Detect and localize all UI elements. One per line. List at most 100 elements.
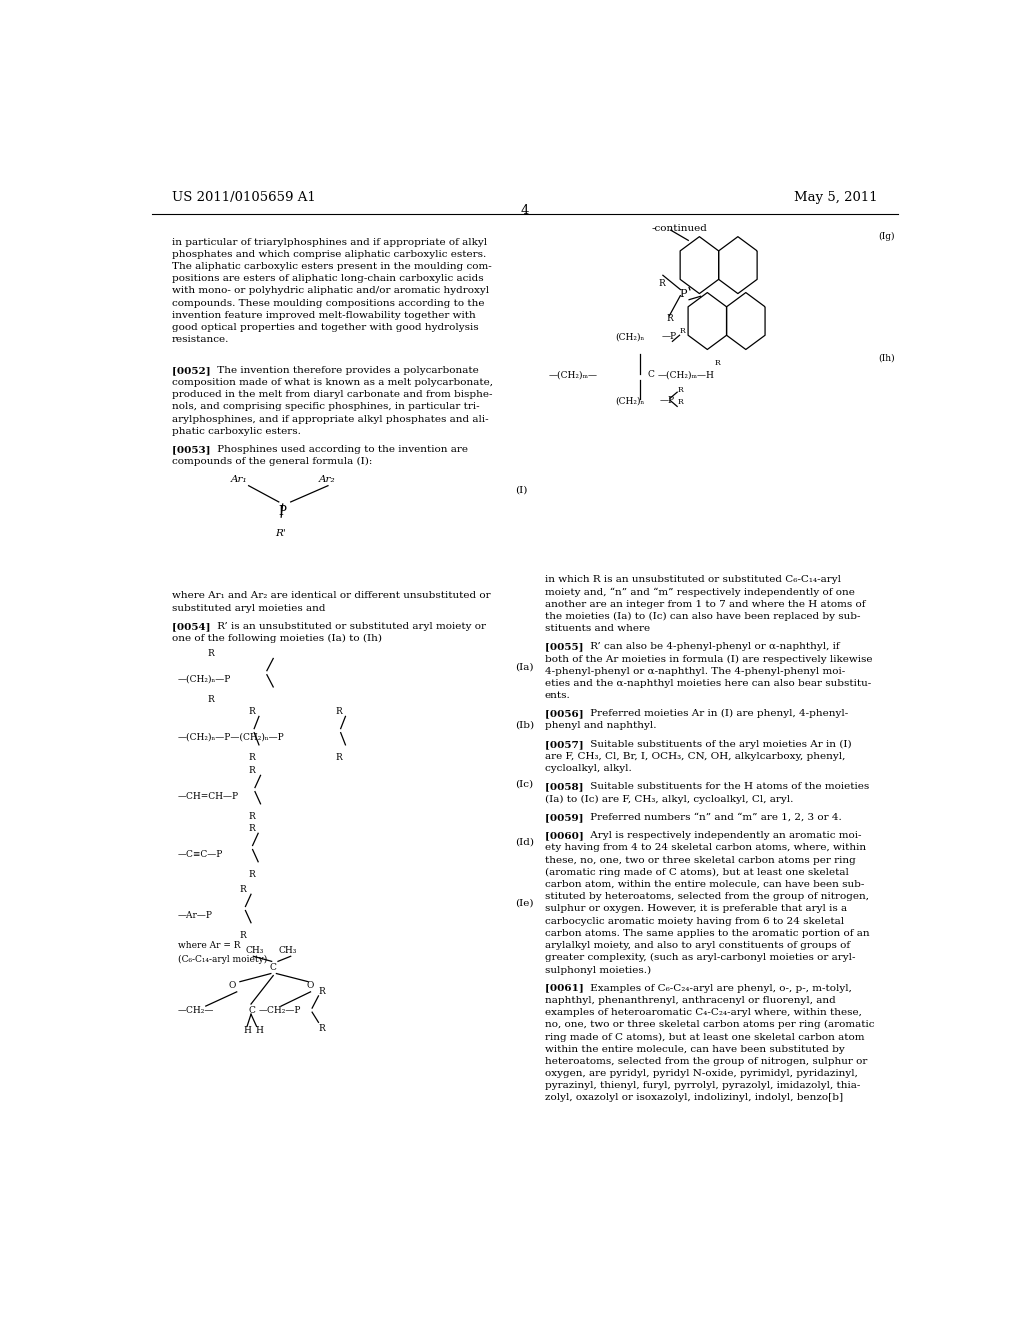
- Text: Aryl is respectively independently an aromatic moi-: Aryl is respectively independently an ar…: [587, 832, 861, 841]
- Text: (Ib): (Ib): [515, 721, 535, 730]
- Text: good optical properties and together with good hydrolysis: good optical properties and together wit…: [172, 323, 478, 333]
- Text: R: R: [249, 752, 255, 762]
- Text: C: C: [648, 371, 654, 379]
- Text: R: R: [249, 708, 255, 717]
- Text: R: R: [240, 886, 246, 894]
- Text: eties and the α-naphthyl moieties here can also bear substitu-: eties and the α-naphthyl moieties here c…: [545, 678, 870, 688]
- Text: one of the following moieties (Ia) to (Ih): one of the following moieties (Ia) to (I…: [172, 634, 382, 643]
- Text: no, one, two or three skeletal carbon atoms per ring (aromatic: no, one, two or three skeletal carbon at…: [545, 1020, 874, 1030]
- Text: [0060]: [0060]: [545, 832, 587, 841]
- Text: in which R is an unsubstituted or substituted C₆-C₁₄-aryl: in which R is an unsubstituted or substi…: [545, 576, 841, 585]
- Text: [0055]: [0055]: [545, 643, 587, 651]
- Text: 4: 4: [520, 205, 529, 216]
- Text: composition made of what is known as a melt polycarbonate,: composition made of what is known as a m…: [172, 378, 493, 387]
- Text: invention feature improved melt-flowability together with: invention feature improved melt-flowabil…: [172, 312, 475, 319]
- Text: within the entire molecule, can have been substituted by: within the entire molecule, can have bee…: [545, 1044, 845, 1053]
- Text: [0059]: [0059]: [545, 813, 587, 822]
- Text: US 2011/0105659 A1: US 2011/0105659 A1: [172, 191, 315, 203]
- Text: [0053]: [0053]: [172, 445, 214, 454]
- Text: C: C: [249, 1006, 256, 1015]
- Text: (Id): (Id): [515, 837, 535, 846]
- Text: [0057]: [0057]: [545, 739, 587, 748]
- Text: —CH=CH—P: —CH=CH—P: [178, 792, 240, 801]
- Text: positions are esters of aliphatic long-chain carboxylic acids: positions are esters of aliphatic long-c…: [172, 275, 483, 284]
- Text: The invention therefore provides a polycarbonate: The invention therefore provides a polyc…: [214, 366, 478, 375]
- Text: Preferred numbers “n” and “m” are 1, 2, 3 or 4.: Preferred numbers “n” and “m” are 1, 2, …: [587, 813, 842, 822]
- Text: —(CH₂)ₘ—: —(CH₂)ₘ—: [549, 371, 598, 379]
- Text: compounds of the general formula (I):: compounds of the general formula (I):: [172, 457, 372, 466]
- Text: R: R: [249, 812, 255, 821]
- Text: phatic carboxylic esters.: phatic carboxylic esters.: [172, 426, 300, 436]
- Text: R: R: [715, 359, 720, 367]
- Text: —P: —P: [663, 333, 677, 342]
- Text: R’ can also be 4-phenyl-phenyl or α-naphthyl, if: R’ can also be 4-phenyl-phenyl or α-naph…: [587, 643, 840, 651]
- Text: (CH₂)ₙ: (CH₂)ₙ: [615, 396, 644, 405]
- Text: [0056]: [0056]: [545, 709, 587, 718]
- Text: [0052]: [0052]: [172, 366, 214, 375]
- Text: R: R: [680, 327, 685, 335]
- Text: stituted by heteroatoms, selected from the group of nitrogen,: stituted by heteroatoms, selected from t…: [545, 892, 868, 902]
- Text: phenyl and naphthyl.: phenyl and naphthyl.: [545, 722, 656, 730]
- Text: H: H: [244, 1027, 252, 1035]
- Text: carbon atom, within the entire molecule, can have been sub-: carbon atom, within the entire molecule,…: [545, 880, 864, 890]
- Text: [0061]: [0061]: [545, 983, 587, 993]
- Text: —(CH₂)ₙ—P: —(CH₂)ₙ—P: [178, 675, 231, 684]
- Text: R: R: [677, 399, 683, 407]
- Text: the moieties (Ia) to (Ic) can also have been replaced by sub-: the moieties (Ia) to (Ic) can also have …: [545, 611, 860, 620]
- Text: in particular of triarylphosphines and if appropriate of alkyl: in particular of triarylphosphines and i…: [172, 238, 486, 247]
- Text: cycloalkyl, alkyl.: cycloalkyl, alkyl.: [545, 764, 632, 774]
- Text: R: R: [666, 314, 673, 323]
- Text: (C₆-C₁₄-aryl moiety): (C₆-C₁₄-aryl moiety): [178, 956, 267, 965]
- Text: carbon atoms. The same applies to the aromatic portion of an: carbon atoms. The same applies to the ar…: [545, 929, 869, 937]
- Text: another are an integer from 1 to 7 and where the H atoms of: another are an integer from 1 to 7 and w…: [545, 599, 865, 609]
- Text: naphthyl, phenanthrenyl, anthracenyl or fluorenyl, and: naphthyl, phenanthrenyl, anthracenyl or …: [545, 995, 836, 1005]
- Text: are F, CH₃, Cl, Br, I, OCH₃, CN, OH, alkylcarboxy, phenyl,: are F, CH₃, Cl, Br, I, OCH₃, CN, OH, alk…: [545, 752, 845, 760]
- Text: sulphonyl moieties.): sulphonyl moieties.): [545, 965, 651, 974]
- Text: pyrazinyl, thienyl, furyl, pyrrolyl, pyrazolyl, imidazolyl, thia-: pyrazinyl, thienyl, furyl, pyrrolyl, pyr…: [545, 1081, 860, 1090]
- Text: (Ig): (Ig): [878, 231, 894, 240]
- Text: —(CH₂)ₙ—P—(CH₂)ₙ—P: —(CH₂)ₙ—P—(CH₂)ₙ—P: [178, 733, 285, 742]
- Text: examples of heteroaromatic C₄-C₂₄-aryl where, within these,: examples of heteroaromatic C₄-C₂₄-aryl w…: [545, 1008, 861, 1018]
- Text: R: R: [249, 870, 255, 879]
- Text: —Ar—P: —Ar—P: [178, 911, 213, 920]
- Text: oxygen, are pyridyl, pyridyl N-oxide, pyrimidyl, pyridazinyl,: oxygen, are pyridyl, pyridyl N-oxide, py…: [545, 1069, 857, 1078]
- Text: where Ar = R: where Ar = R: [178, 941, 241, 950]
- Text: R: R: [318, 1024, 326, 1034]
- Text: —(CH₂)ₘ—H: —(CH₂)ₘ—H: [657, 371, 714, 379]
- Text: The aliphatic carboxylic esters present in the moulding com-: The aliphatic carboxylic esters present …: [172, 263, 492, 271]
- Text: P: P: [279, 506, 287, 517]
- Text: —C≡C—P: —C≡C—P: [178, 850, 223, 858]
- Text: both of the Ar moieties in formula (I) are respectively likewise: both of the Ar moieties in formula (I) a…: [545, 655, 872, 664]
- Text: R: R: [240, 931, 246, 940]
- Text: heteroatoms, selected from the group of nitrogen, sulphur or: heteroatoms, selected from the group of …: [545, 1057, 867, 1065]
- Text: R: R: [336, 752, 343, 762]
- Text: where Ar₁ and Ar₂ are identical or different unsubstituted or: where Ar₁ and Ar₂ are identical or diffe…: [172, 591, 490, 601]
- Text: R: R: [336, 708, 343, 717]
- Text: 4-phenyl-phenyl or α-naphthyl. The 4-phenyl-phenyl moi-: 4-phenyl-phenyl or α-naphthyl. The 4-phe…: [545, 667, 845, 676]
- Text: R': R': [274, 529, 286, 539]
- Text: —P: —P: [659, 396, 675, 405]
- Text: R: R: [207, 649, 214, 659]
- Text: (I): (I): [515, 486, 527, 495]
- Text: R: R: [249, 824, 255, 833]
- Text: P: P: [680, 289, 687, 298]
- Text: (Ic): (Ic): [515, 779, 534, 788]
- Text: zolyl, oxazolyl or isoxazolyl, indolizinyl, indolyl, benzo[b]: zolyl, oxazolyl or isoxazolyl, indolizin…: [545, 1093, 843, 1102]
- Text: R’ is an unsubstituted or substituted aryl moiety or: R’ is an unsubstituted or substituted ar…: [214, 622, 485, 631]
- Text: substituted aryl moieties and: substituted aryl moieties and: [172, 603, 326, 612]
- Text: ring made of C atoms), but at least one skeletal carbon atom: ring made of C atoms), but at least one …: [545, 1032, 864, 1041]
- Text: Suitable substituents for the H atoms of the moieties: Suitable substituents for the H atoms of…: [587, 783, 869, 792]
- Text: moiety and, “n” and “m” respectively independently of one: moiety and, “n” and “m” respectively ind…: [545, 587, 854, 597]
- Text: greater complexity, (such as aryl-carbonyl moieties or aryl-: greater complexity, (such as aryl-carbon…: [545, 953, 855, 962]
- Text: CH₃: CH₃: [246, 946, 264, 956]
- Text: —CH₂—P: —CH₂—P: [259, 1006, 301, 1015]
- Text: compounds. These moulding compositions according to the: compounds. These moulding compositions a…: [172, 298, 484, 308]
- Text: Ar₂: Ar₂: [318, 475, 335, 483]
- Text: R: R: [658, 279, 665, 288]
- Text: (Ie): (Ie): [515, 899, 534, 907]
- Text: arylphosphines, and if appropriate alkyl phosphates and ali-: arylphosphines, and if appropriate alkyl…: [172, 414, 488, 424]
- Text: R: R: [318, 987, 326, 995]
- Text: produced in the melt from diaryl carbonate and from bisphe-: produced in the melt from diaryl carbona…: [172, 391, 493, 399]
- Text: stituents and where: stituents and where: [545, 624, 650, 632]
- Text: (CH₂)ₙ: (CH₂)ₙ: [615, 333, 644, 342]
